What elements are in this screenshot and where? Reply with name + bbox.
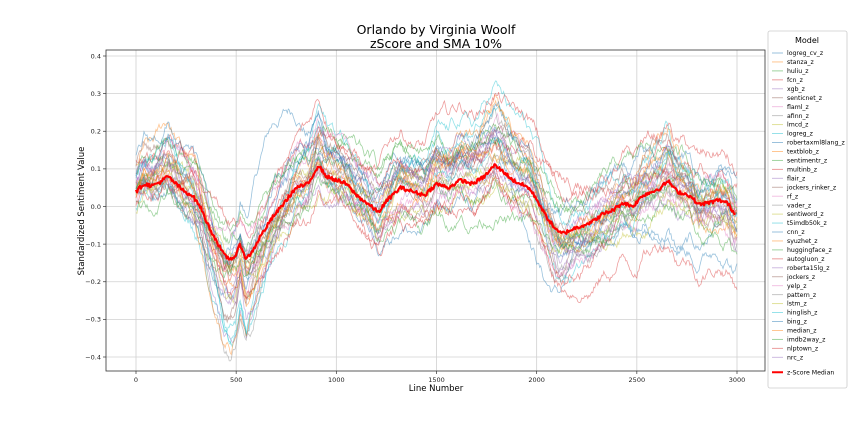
legend-entry: logreg_cv_z [787, 50, 823, 57]
legend-entry: xgb_z [787, 86, 805, 93]
legend-entry: logreg_z [787, 131, 813, 138]
legend-entry: huliu_z [787, 68, 809, 75]
series-line-median-z [135, 99, 738, 356]
legend-entry: median_z [787, 328, 817, 335]
series-line-logreg-z [135, 80, 738, 335]
legend-entry: robertaxml8lang_z [787, 140, 845, 147]
y-tick-label: −0.4 [85, 353, 101, 361]
legend-entry: sentiword_z [787, 211, 824, 218]
series-line-afinn-z [135, 105, 738, 362]
series-line-yelp-z [135, 169, 738, 282]
series-line-senticnet-z [135, 134, 738, 321]
legend-entry: nrc_z [787, 354, 803, 361]
series-line-rf-z [135, 117, 738, 242]
y-tick-label: −0.2 [85, 278, 101, 286]
legend-entry: textblob_z [787, 149, 819, 156]
series-line-flair-z [135, 168, 738, 296]
series-line-sentiword-z [135, 152, 738, 304]
series-line-robertaxml8lang-z [135, 157, 738, 300]
series-line-logreg-cv-z [135, 108, 738, 293]
legend-entry: lstm_z [787, 301, 807, 308]
legend-entry: senticnet_z [787, 95, 822, 102]
legend-entry: roberta15lg_z [787, 265, 830, 272]
legend-entry: multinb_z [787, 166, 817, 173]
legend-entry: t5imdb50k_z [787, 220, 827, 227]
legend-entry: fcn_z [787, 77, 803, 84]
x-tick-label: 2000 [528, 376, 545, 384]
series-line-cnn-z [135, 137, 738, 266]
x-tick-label: 500 [230, 376, 242, 384]
legend-entry: syuzhet_z [787, 238, 818, 245]
legend-entry: jockers_z [786, 274, 815, 281]
y-axis-label: Standardized Sentiment Value [77, 147, 87, 276]
plot-frame [105, 49, 766, 372]
series-line-bing-z [135, 100, 738, 282]
series-line-nrc-z [135, 126, 738, 320]
legend-entry: rf_z [787, 193, 798, 200]
chart-title: Orlando by Virginia Woolf [357, 22, 516, 37]
y-axis-ticks: 0.4 0.3 0.2 0.1 0.0 −0.1 −0.2 −0.3 −0.4 [85, 52, 106, 361]
series-line-stanza-z [135, 94, 738, 307]
legend-box [767, 30, 848, 389]
legend-entry: hinglish_z [787, 310, 817, 317]
legend-entry: yelp_z [787, 283, 806, 290]
legend: Model logreg_cv_z stanza_z huliu_z fcn_zxgb… [767, 30, 848, 389]
series-line-hinglish-z [135, 136, 738, 346]
series-line-roberta15lg-z [135, 133, 738, 343]
y-tick-label: −0.1 [85, 240, 101, 248]
legend-entry: z-Score Median [787, 369, 834, 376]
x-axis-ticks: 0 500 1000 1500 2000 2500 3000 [134, 371, 745, 384]
series-line-jockers-rinker-z [135, 133, 738, 277]
series-line-sentimentr-z [135, 123, 738, 233]
legend-entry: vader_z [787, 202, 811, 209]
legend-entry: pattern_z [787, 292, 816, 299]
x-axis-label: Line Number [409, 384, 464, 394]
legend-entry: cnn_z [787, 229, 805, 236]
x-tick-label: 3000 [729, 376, 746, 384]
series-line-vader-z [135, 152, 738, 283]
x-tick-label: 1000 [328, 376, 345, 384]
legend-entry: sentimentr_z [787, 158, 827, 165]
y-tick-label: −0.3 [85, 316, 101, 324]
x-tick-label: 0 [134, 376, 138, 384]
legend-entry: autogluon_z [787, 256, 825, 263]
series-line-nlptown-z [135, 173, 738, 304]
series-line-t5imdb50k-z [135, 105, 738, 348]
grid-lines [106, 50, 765, 371]
legend-entry: imdb2way_z [787, 337, 825, 344]
legend-entry: flair_z [787, 175, 805, 182]
series-line-z-score-median [134, 163, 736, 261]
y-tick-label: 0.3 [91, 90, 101, 98]
series-line-multinb-z [135, 125, 738, 239]
legend-entry: nlptown_z [787, 345, 818, 352]
legend-entry: afinn_z [787, 113, 809, 120]
legend-entry: stanza_z [787, 59, 814, 66]
series-line-syuzhet-z [135, 140, 738, 276]
y-tick-label: 0.4 [91, 52, 101, 60]
x-tick-label: 1500 [428, 376, 445, 384]
y-tick-label: 0.2 [91, 128, 101, 136]
legend-entry: huggingface_z [787, 247, 832, 254]
series-line-textblob-z [135, 137, 738, 301]
legend-entry: lmcd_z [787, 122, 808, 129]
series-line-xgb-z [135, 127, 738, 260]
series-line-imdb2way-z [135, 175, 738, 278]
series-line-lmcd-z [135, 160, 738, 271]
legend-title: Model [795, 36, 819, 45]
series-group [134, 80, 738, 362]
y-tick-label: 0.1 [91, 165, 101, 173]
series-line-flaml-z [135, 112, 738, 301]
chart-subtitle: zScore and SMA 10% [370, 36, 502, 51]
x-tick-label: 2500 [629, 376, 646, 384]
legend-entry: bing_z [787, 319, 807, 326]
legend-entry: jockers_rinker_z [786, 184, 836, 191]
y-tick-label: 0.0 [91, 203, 101, 211]
legend-entry: flaml_z [787, 104, 809, 111]
